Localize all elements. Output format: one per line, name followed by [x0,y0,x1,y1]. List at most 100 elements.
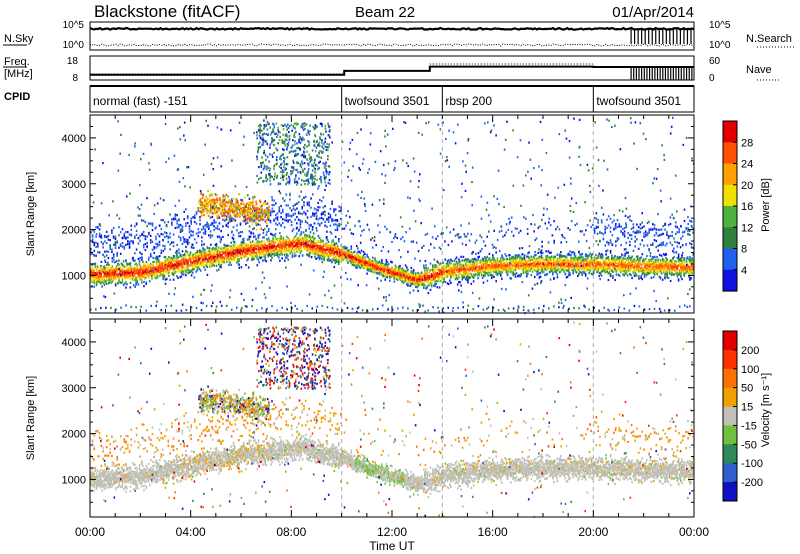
power-cell [183,266,185,268]
power-cell [116,260,118,262]
nsearch-tick-low: 10^0 [709,40,731,51]
power-cell [141,281,143,283]
power-cell [106,283,108,285]
power-cell [304,247,306,249]
power-cell [275,242,277,244]
power-cell [330,259,332,261]
power-cell [351,248,353,250]
power-cell [176,252,178,254]
power-cell [294,250,296,252]
power-cell [324,244,326,246]
power-cell [249,238,251,240]
power-cell [207,263,209,265]
power-cell [124,266,126,268]
power-cell [183,274,185,276]
power-cell [176,255,178,257]
power-cell [263,236,265,238]
power-cell [149,280,151,282]
power-cell [264,254,266,256]
power-cell [130,263,132,265]
power-cell [176,250,178,252]
power-cell [134,259,136,261]
power-cell [204,249,206,251]
power-cell [130,265,132,267]
power-cell [165,256,167,258]
nsearch-label: N.Search [746,33,792,45]
power-cell [112,261,114,263]
power-cell [130,286,132,288]
nave-tick-low: 0 [709,73,715,84]
power-cell [178,271,180,273]
power-cell [173,279,175,281]
power-cell [185,274,187,276]
power-cell [118,264,120,266]
power-cell [301,233,303,235]
power-cell [311,256,313,258]
nave-label: Nave [746,64,772,76]
nsky-tick-low: 10^0 [63,40,85,51]
power-cell [190,253,192,255]
power-cell [309,255,311,257]
power-cell [200,270,202,272]
power-cell [322,240,324,242]
plot-title: Blackstone (fitACF) [94,2,240,21]
freq-tick-high: 18 [67,56,79,67]
power-cell [152,265,154,267]
power-cell [99,268,101,270]
power-cell [93,269,95,271]
power-cell [274,238,276,240]
power-cell [216,245,218,247]
cpid-segment-label: rbsp 200 [445,94,492,108]
cpid-panel: CPID normal (fast) -151 twofsound 3501 rbs… [4,86,694,112]
power-cell [191,246,193,248]
power-cell [301,250,303,252]
power-cell [306,235,308,237]
power-cell [106,266,108,268]
power-cell [255,248,257,250]
power-cell [262,260,264,262]
power-cell [207,274,209,276]
power-cell [338,240,340,242]
power-cell [100,275,102,277]
cpid-segment-label: normal (fast) -151 [93,94,188,108]
power-cell [95,263,97,265]
power-cell [157,277,159,279]
nsky-label: N.Sky [4,33,34,45]
cpid-segment-label: twofsound 3501 [345,94,430,108]
power-cell [238,267,240,269]
power-cell [210,253,212,255]
power-cell [315,258,317,260]
power-cell [255,252,257,254]
power-cell [203,243,205,245]
power-cell [157,275,159,277]
power-cell [303,231,305,233]
power-cell [139,260,141,262]
power-cell [174,257,176,259]
power-cell [294,252,296,254]
power-cell [279,232,281,234]
power-cell [220,264,222,266]
power-cell [334,266,336,268]
power-cell [263,241,265,243]
power-cell [177,277,179,279]
power-cell [175,271,177,273]
power-cell [302,255,304,257]
power-cell [117,282,119,284]
power-cell [220,266,222,268]
freq-line [90,67,694,75]
power-cell [241,257,243,259]
power-cell [338,261,340,263]
power-cell [213,265,215,267]
power-cell [96,284,98,286]
power-cell [291,251,293,253]
power-cell [147,263,149,265]
power-cell [210,244,212,246]
power-cell [347,261,349,263]
power-cell [218,247,220,249]
power-cell [280,237,282,239]
power-cell [166,278,168,280]
power-cell [148,259,150,261]
power-cell [252,240,254,242]
power-cell [281,253,283,255]
power-cell [204,269,206,271]
